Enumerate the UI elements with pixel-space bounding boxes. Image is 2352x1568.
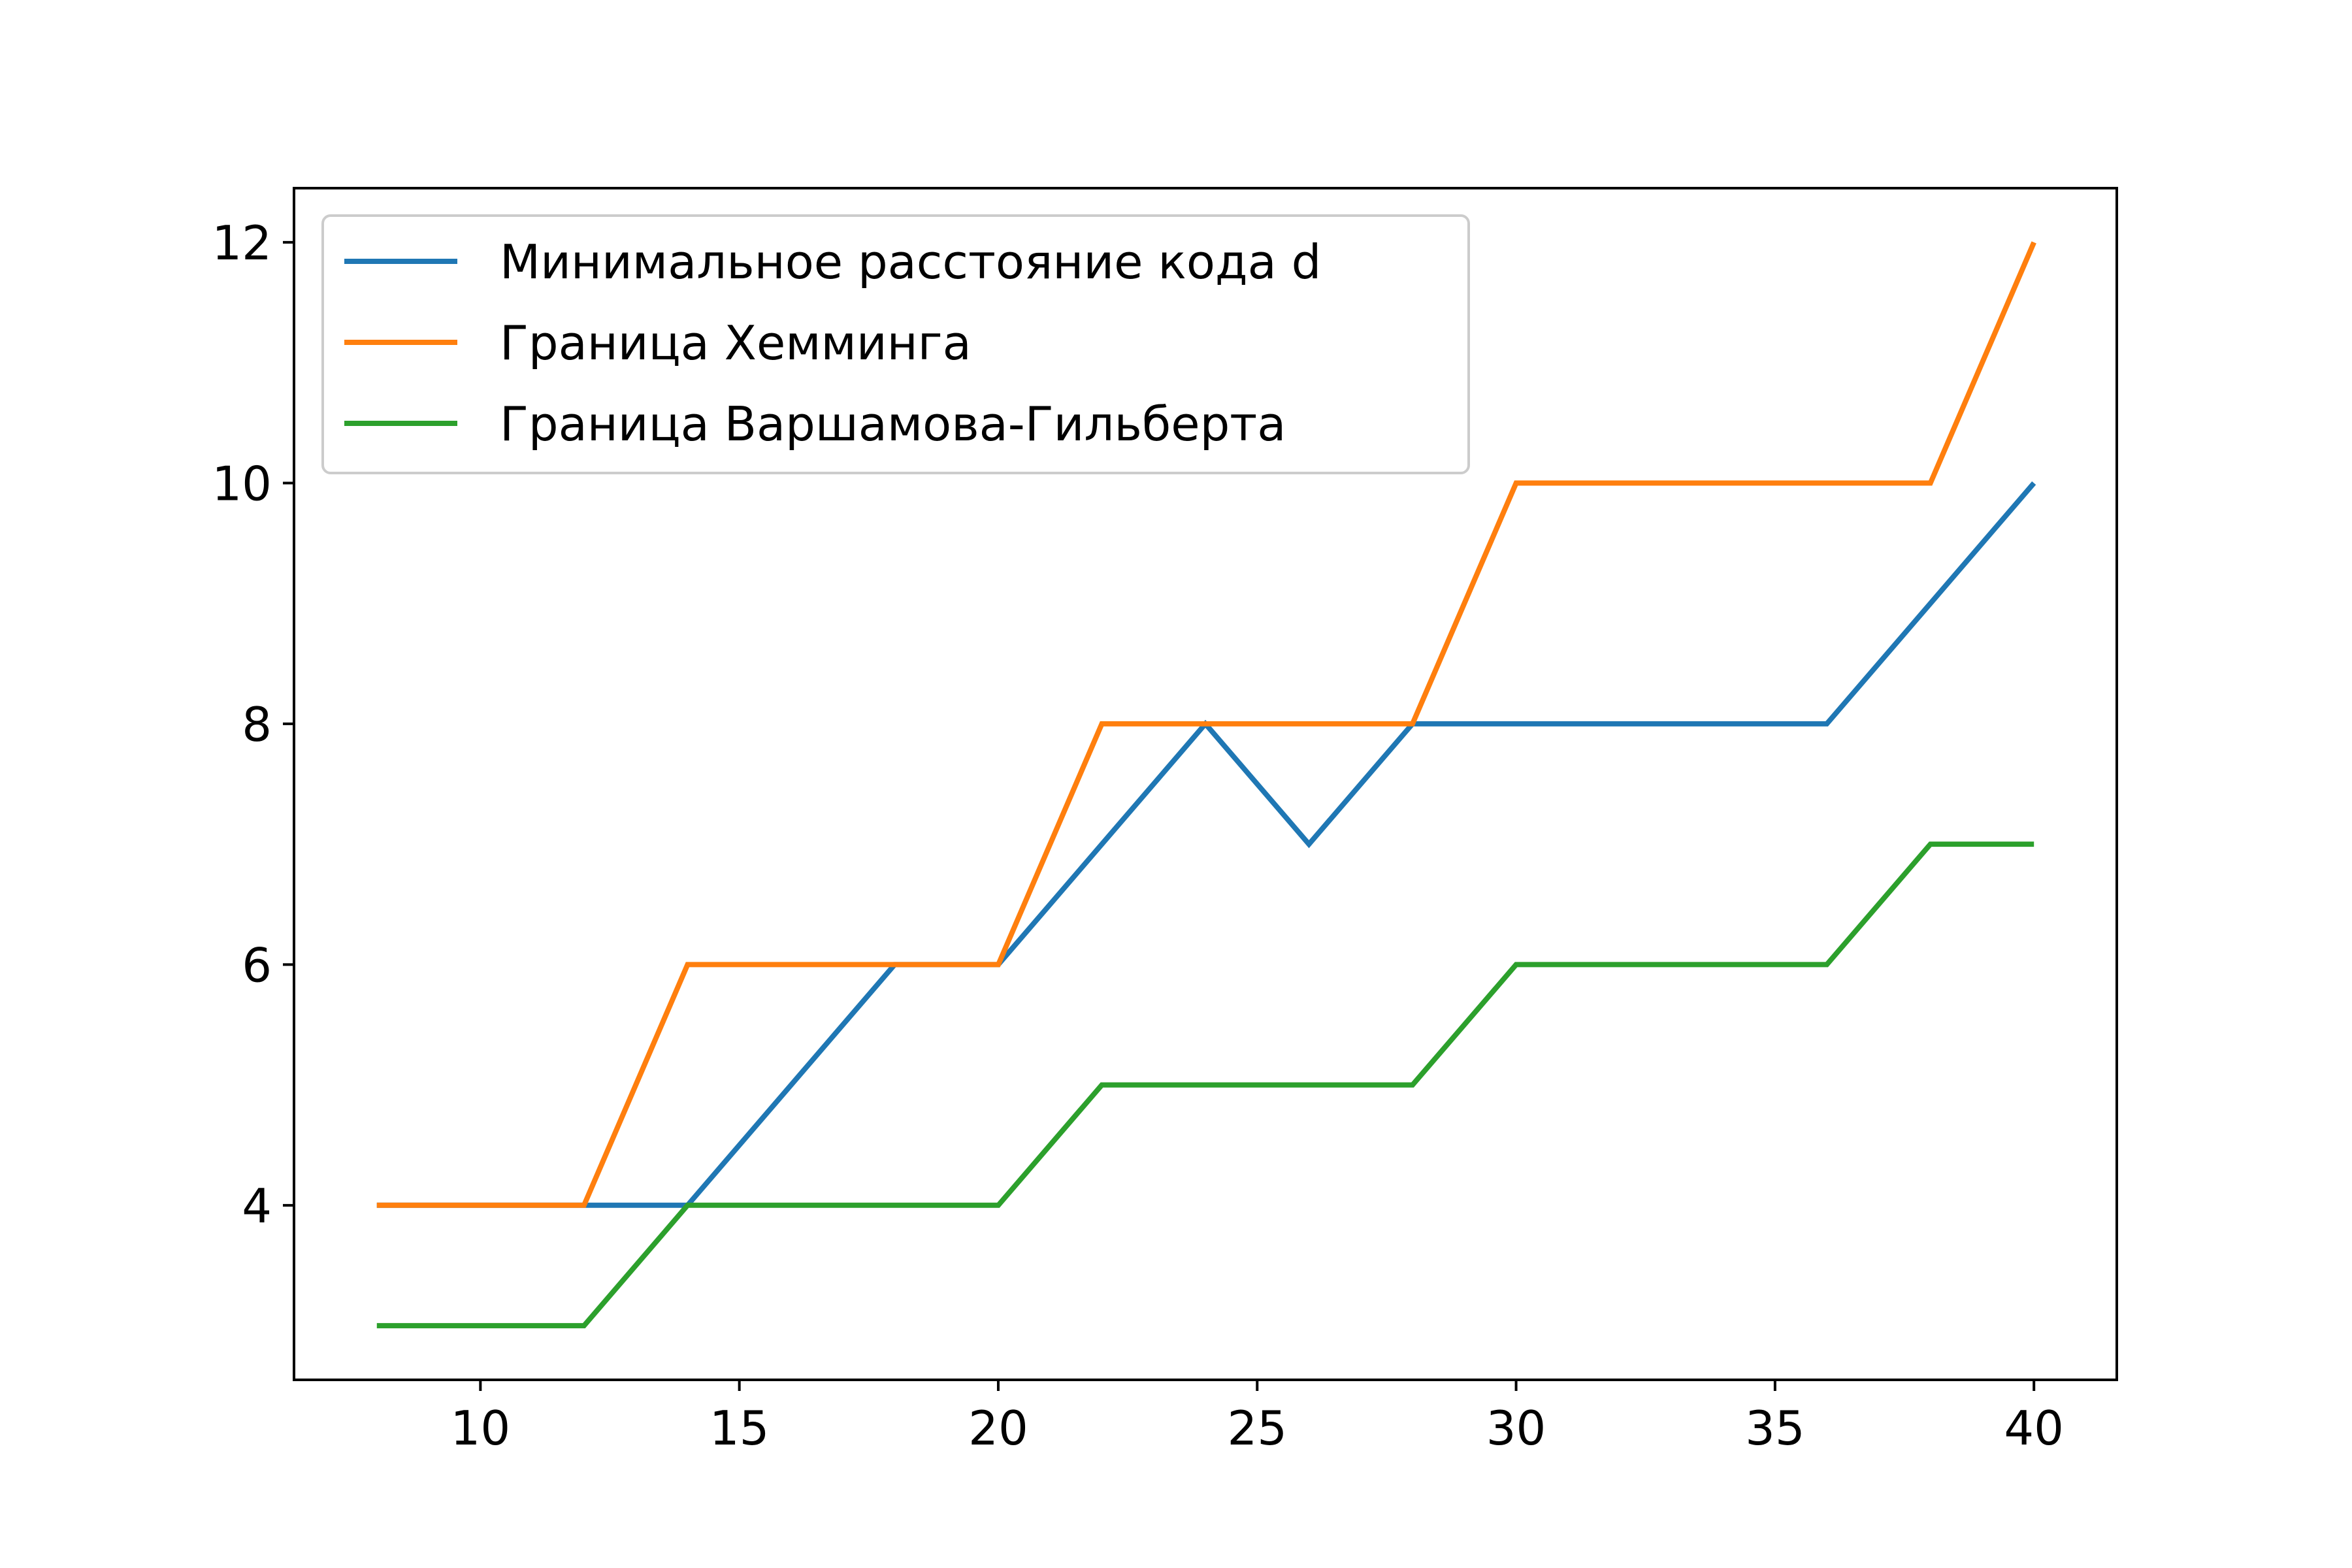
series-line-gv-bound — [376, 841, 2034, 1329]
x-tick-label: 10 — [451, 1401, 511, 1456]
legend-label-hamming-bound: Граница Хемминга — [500, 316, 972, 370]
x-tick-label: 35 — [1745, 1401, 1805, 1456]
x-tick-label: 20 — [968, 1401, 1028, 1456]
y-tick-label: 10 — [212, 456, 272, 511]
y-tick-label: 6 — [242, 938, 272, 992]
x-tick-label: 15 — [710, 1401, 770, 1456]
y-tick-label: 12 — [212, 216, 272, 270]
legend-box — [321, 214, 1470, 474]
series-layer — [376, 241, 2036, 1329]
tick-layer: 10 15 20 25 30 35 40 4 6 8 10 12 — [212, 216, 2064, 1456]
series-line-hamming-bound — [376, 241, 2036, 1208]
legend-label-gv-bound: Граница Варшамова-Гильберта — [500, 397, 1286, 451]
x-tick-label: 25 — [1227, 1401, 1287, 1456]
y-tick-label: 8 — [242, 697, 272, 752]
legend: Минимальное расстояние кода d Граница Хе… — [321, 214, 1470, 474]
y-tick-label: 4 — [242, 1179, 272, 1233]
x-tick-label: 30 — [1486, 1401, 1546, 1456]
x-tick-label: 40 — [2004, 1401, 2064, 1456]
legend-label-min-distance: Минимальное расстояние кода d — [500, 235, 1321, 289]
plot-frame — [293, 187, 2118, 1381]
